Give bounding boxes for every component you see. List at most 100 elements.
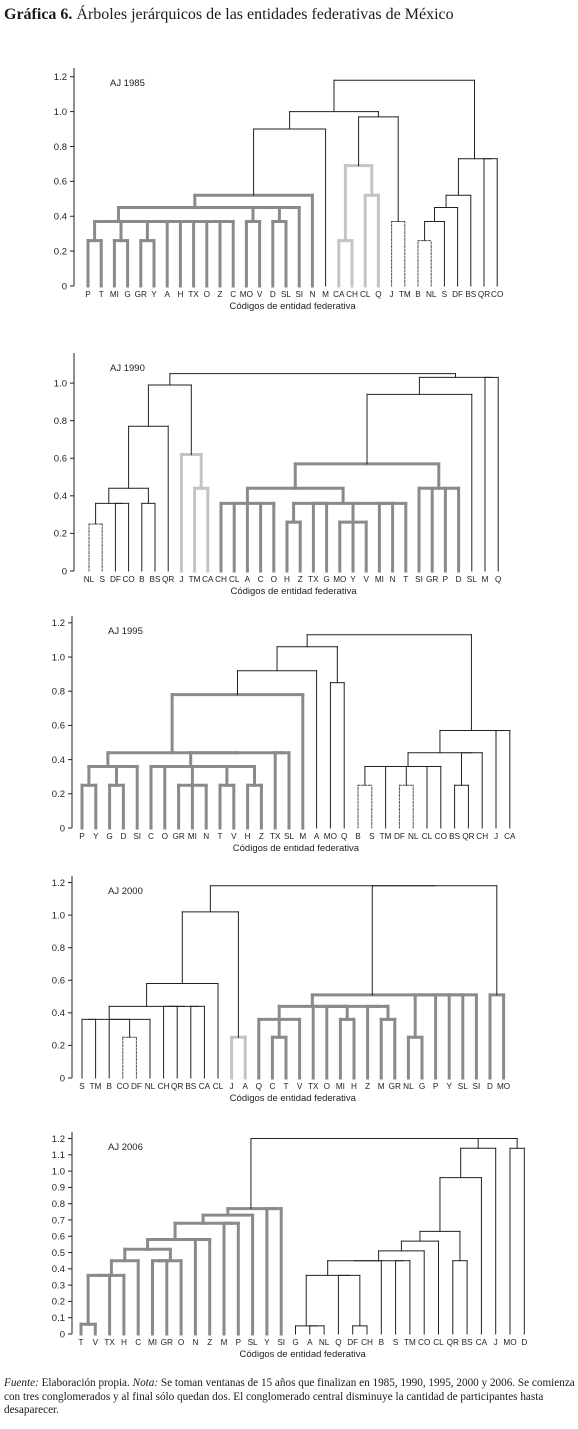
leaf-label: DF bbox=[452, 290, 463, 299]
leaf-label: H bbox=[351, 1082, 357, 1091]
y-tick-label: 0.6 bbox=[54, 454, 67, 465]
leaf-label: MO bbox=[333, 575, 346, 584]
leaf-label: T bbox=[403, 575, 408, 584]
leaf-label: P bbox=[79, 832, 85, 841]
leaf-label: CH bbox=[476, 832, 488, 841]
y-tick-label: 0.4 bbox=[54, 212, 67, 223]
leaf-label: A bbox=[307, 1338, 313, 1347]
leaf-label: A bbox=[242, 1082, 248, 1091]
leaf-label: CA bbox=[476, 1338, 488, 1347]
dendrogram-2006: 0 0.1 0.2 0.3 0.4 0.5 0.6 0.7 0.8 0.9 1.0 1.1 1.2 AJ … bbox=[0, 1124, 578, 1369]
leaf-label: Z bbox=[207, 1338, 212, 1347]
leaf-label: SL bbox=[281, 290, 291, 299]
leaf-label: CO bbox=[117, 1082, 129, 1091]
y-tick-label: 1.0 bbox=[52, 910, 65, 921]
leaf-label: H bbox=[121, 1338, 127, 1347]
leaf-label: Q bbox=[375, 290, 381, 299]
leaf-label: A bbox=[314, 832, 320, 841]
leaf-label: GR bbox=[172, 832, 184, 841]
x-axis-title: Códigos de entidad federativa bbox=[240, 1349, 367, 1360]
footnote-source-label: Fuente: bbox=[4, 1377, 39, 1389]
leaf-label: QR bbox=[462, 832, 474, 841]
leaf-label: B bbox=[355, 832, 361, 841]
leaf-label: TX bbox=[104, 1338, 115, 1347]
leaf-label: TX bbox=[188, 290, 199, 299]
leaf-label: MI bbox=[336, 1082, 345, 1091]
leaf-label: NL bbox=[145, 1082, 156, 1091]
y-tick-label: 0 bbox=[62, 281, 67, 292]
leaf-label: Y bbox=[93, 832, 99, 841]
leaf-label: V bbox=[257, 290, 263, 299]
leaf-label: CA bbox=[202, 575, 214, 584]
leaf-label: A bbox=[164, 290, 170, 299]
leaf-label: H bbox=[177, 290, 183, 299]
leaf-label: CL bbox=[422, 832, 433, 841]
leaf-label: C bbox=[269, 1082, 275, 1091]
leaf-label: B bbox=[106, 1082, 112, 1091]
leaf-label: TM bbox=[90, 1082, 102, 1091]
leaf-label: T bbox=[99, 290, 104, 299]
leaf-label: M bbox=[482, 575, 489, 584]
leaf-label: MO bbox=[503, 1338, 516, 1347]
leaf-label: SL bbox=[284, 832, 294, 841]
y-tick-label: 0.4 bbox=[54, 491, 67, 502]
leaf-label: O bbox=[162, 832, 168, 841]
leaf-label: GR bbox=[135, 290, 147, 299]
leaf-label: CL bbox=[360, 290, 371, 299]
y-tick-label: 0.6 bbox=[52, 721, 65, 732]
y-tick-label: 1.2 bbox=[52, 878, 65, 889]
leaf-label: CO bbox=[435, 832, 447, 841]
leaf-label: V bbox=[231, 832, 237, 841]
footnote-note-text: Se toman ventanas de 15 años que finaliz… bbox=[4, 1377, 575, 1417]
y-tick-label: 0 bbox=[60, 1329, 65, 1340]
y-tick-label: 1.0 bbox=[52, 652, 65, 663]
leaf-label: DF bbox=[131, 1082, 142, 1091]
leaf-label: Q bbox=[335, 1338, 341, 1347]
panel-label: AJ 2006 bbox=[108, 1142, 143, 1153]
y-tick-label: 0.2 bbox=[54, 246, 67, 257]
leaf-label: H bbox=[284, 575, 290, 584]
leaf-label: S bbox=[369, 832, 375, 841]
leaf-label: CA bbox=[333, 290, 345, 299]
y-tick-label: 0.8 bbox=[52, 943, 65, 954]
leaf-label: C bbox=[258, 575, 264, 584]
leaf-label: MO bbox=[497, 1082, 510, 1091]
y-tick-label: 1.0 bbox=[52, 1166, 65, 1177]
leaf-label: CH bbox=[158, 1082, 170, 1091]
x-axis-title: Códigos de entidad federativa bbox=[230, 1093, 357, 1104]
y-tick-label: 0.4 bbox=[52, 1264, 65, 1275]
y-tick-label: 0.6 bbox=[54, 177, 67, 188]
leaf-label: MI bbox=[148, 1338, 157, 1347]
leaf-label: MI bbox=[375, 575, 384, 584]
leaf-label: QR bbox=[447, 1338, 459, 1347]
leaf-label: NL bbox=[408, 832, 419, 841]
leaf-label: D bbox=[120, 832, 126, 841]
leaf-label: QR bbox=[162, 575, 174, 584]
leaf-label: Y bbox=[151, 290, 157, 299]
footnote-note-label: Nota: bbox=[132, 1377, 159, 1389]
x-axis-title: Códigos de entidad federativa bbox=[229, 301, 356, 312]
leaf-label: CO bbox=[418, 1338, 430, 1347]
leaf-label: GR bbox=[426, 575, 438, 584]
y-tick-label: 0.8 bbox=[52, 687, 65, 698]
y-tick-label: 0 bbox=[60, 823, 65, 834]
leaf-label: TM bbox=[399, 290, 411, 299]
leaf-label: SI bbox=[473, 1082, 481, 1091]
leaf-label: DF bbox=[347, 1338, 358, 1347]
leaf-label: SI bbox=[415, 575, 423, 584]
y-tick-label: 0.8 bbox=[54, 416, 67, 427]
leaf-label: SL bbox=[248, 1338, 258, 1347]
leaf-label: BS bbox=[449, 832, 460, 841]
leaf-label: TM bbox=[380, 832, 392, 841]
y-tick-label: 0 bbox=[62, 566, 67, 577]
y-tick-label: 1.1 bbox=[52, 1150, 65, 1161]
leaf-label: P bbox=[443, 575, 449, 584]
leaf-label: MO bbox=[324, 832, 337, 841]
leaf-label: V bbox=[93, 1338, 99, 1347]
leaf-label: BS bbox=[462, 1338, 473, 1347]
leaf-label: T bbox=[283, 1082, 288, 1091]
leaf-label: Z bbox=[365, 1082, 370, 1091]
y-tick-label: 0.6 bbox=[52, 1232, 65, 1243]
